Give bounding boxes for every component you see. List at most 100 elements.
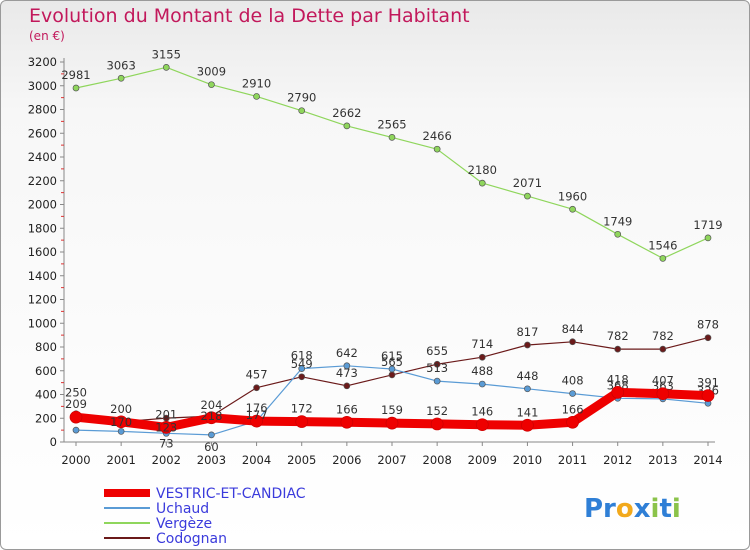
data-point-verg-ze xyxy=(524,192,531,200)
data-label: 170 xyxy=(110,415,132,429)
data-point-vestric-et-candiac xyxy=(701,389,715,402)
data-label: 3009 xyxy=(197,65,226,79)
data-label: 73 xyxy=(159,436,174,450)
data-label: 3063 xyxy=(107,58,136,72)
data-point-codognan xyxy=(343,382,351,390)
data-point-verg-ze xyxy=(433,145,441,153)
data-point-verg-ze xyxy=(162,63,170,71)
data-point-uchaud xyxy=(524,385,531,393)
data-label: 2071 xyxy=(513,176,542,190)
data-point-codognan xyxy=(614,345,622,353)
data-point-vestric-et-candiac xyxy=(656,387,670,401)
data-point-uchaud xyxy=(433,377,441,385)
data-label: 159 xyxy=(381,403,403,417)
data-label: 152 xyxy=(426,404,448,418)
proxiti-logo: Proxiti xyxy=(584,494,681,524)
data-point-vestric-et-candiac xyxy=(566,415,579,429)
data-label: 200 xyxy=(110,402,132,416)
x-tick-label: 2000 xyxy=(61,453,90,467)
data-label: 615 xyxy=(381,349,403,363)
data-point-vestric-et-candiac xyxy=(430,417,444,431)
data-point-codognan xyxy=(569,338,576,346)
y-tick-label: 2800 xyxy=(28,103,57,117)
y-tick-label: 2000 xyxy=(28,198,57,212)
data-label: 2790 xyxy=(287,91,316,105)
data-label: 204 xyxy=(200,398,222,412)
y-tick-label: 600 xyxy=(35,364,57,378)
data-point-vestric-et-candiac xyxy=(69,410,83,424)
data-point-vestric-et-candiac xyxy=(295,415,309,428)
data-point-verg-ze xyxy=(388,134,396,141)
data-point-verg-ze xyxy=(208,81,215,89)
data-point-vestric-et-candiac xyxy=(611,386,625,399)
data-label: 3155 xyxy=(152,47,181,61)
x-tick-label: 2010 xyxy=(513,453,542,467)
data-label: 2981 xyxy=(61,68,90,82)
y-tick-label: 1200 xyxy=(28,293,57,307)
data-point-codognan xyxy=(253,384,260,392)
x-tick-label: 2013 xyxy=(648,453,677,467)
x-tick-label: 2012 xyxy=(603,453,632,467)
data-label: 878 xyxy=(697,318,719,332)
data-point-verg-ze xyxy=(478,179,486,187)
data-point-verg-ze xyxy=(298,107,306,115)
data-label: 513 xyxy=(426,361,448,375)
data-label: 123 xyxy=(155,420,177,434)
data-point-verg-ze xyxy=(117,74,125,82)
x-tick-label: 2004 xyxy=(242,453,271,467)
data-point-vestric-et-candiac xyxy=(250,414,263,428)
data-point-uchaud xyxy=(343,362,351,370)
x-tick-label: 2001 xyxy=(107,453,136,467)
y-tick-label: 2600 xyxy=(28,126,57,140)
y-tick-label: 2200 xyxy=(28,174,57,188)
data-point-verg-ze xyxy=(343,122,351,130)
unit-label: (en €) xyxy=(29,29,65,43)
data-point-codognan xyxy=(524,341,531,349)
data-label: 642 xyxy=(336,346,358,360)
data-label: 714 xyxy=(471,337,493,351)
data-point-vestric-et-candiac xyxy=(521,418,534,432)
data-point-uchaud xyxy=(478,380,486,388)
y-tick-label: 2400 xyxy=(28,150,57,164)
legend-label: Uchaud xyxy=(156,501,209,517)
chart-title: Evolution du Montant de la Dette par Hab… xyxy=(29,5,470,27)
data-label: 782 xyxy=(607,329,629,343)
series-line-verg-ze xyxy=(75,66,709,259)
data-label: 166 xyxy=(336,402,358,416)
legend-label: Vergèze xyxy=(156,516,212,532)
data-label: 201 xyxy=(155,407,177,421)
data-point-uchaud xyxy=(298,365,306,372)
data-point-verg-ze xyxy=(569,205,576,213)
data-point-verg-ze xyxy=(659,255,667,262)
y-tick-label: 400 xyxy=(35,388,57,402)
y-tick-label: 1400 xyxy=(28,269,57,283)
data-label: 418 xyxy=(607,372,629,386)
y-tick-label: 1600 xyxy=(28,245,57,259)
data-point-vestric-et-candiac xyxy=(114,415,128,429)
data-point-codognan xyxy=(298,373,306,381)
y-tick-label: 3200 xyxy=(28,55,57,69)
x-tick-label: 2005 xyxy=(287,453,316,467)
y-tick-label: 3000 xyxy=(28,79,57,93)
x-tick-label: 2003 xyxy=(197,453,226,467)
data-label: 549 xyxy=(291,357,313,371)
data-label: 218 xyxy=(200,409,222,423)
data-point-codognan xyxy=(704,334,712,342)
data-label: 817 xyxy=(516,325,538,339)
data-point-verg-ze xyxy=(72,84,80,92)
x-tick-label: 2009 xyxy=(468,453,497,467)
data-label: 407 xyxy=(652,374,674,388)
data-point-uchaud xyxy=(569,390,576,397)
data-point-uchaud xyxy=(208,431,215,439)
data-label: 141 xyxy=(516,405,538,419)
data-label: 391 xyxy=(697,376,719,390)
data-point-vestric-et-candiac xyxy=(159,421,173,434)
legend-label: Codognan xyxy=(156,531,227,547)
y-tick-label: 800 xyxy=(35,340,57,354)
legend-label: VESTRIC-ET-CANDIAC xyxy=(156,486,306,502)
data-label: 60 xyxy=(204,440,219,454)
data-point-vestric-et-candiac xyxy=(475,418,489,432)
data-label: 1719 xyxy=(693,218,722,232)
